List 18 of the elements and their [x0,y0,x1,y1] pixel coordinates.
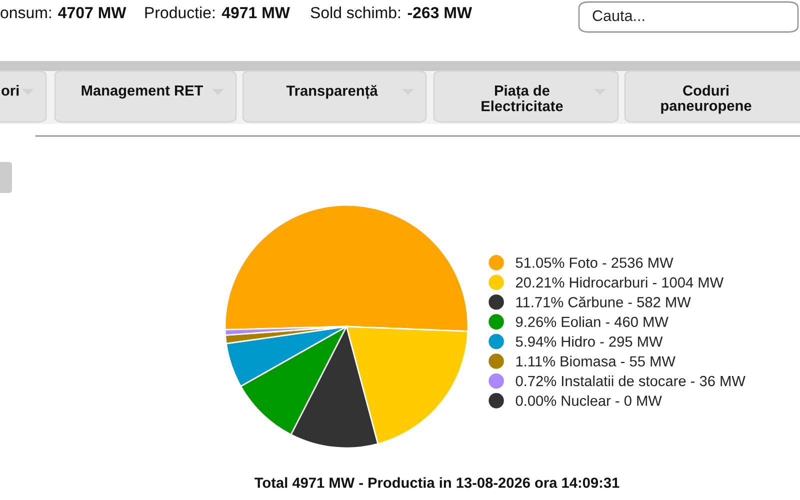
legend-label: 51.05% Foto - 2536 MW [516,258,674,268]
text: Productie: 4971 MW [145,6,290,18]
legend-label: 9.26% Eolian - 460 MW [516,316,668,328]
legend-label: 5.94% Hidro - 295 MW [516,336,663,347]
legend-label: 0.72% Instalatii de stocare - 36 MW [516,376,746,386]
legend-label: 0.00% Nuclear - 0 MW [516,395,662,406]
text: Sold schimb: -263 MW [310,6,472,18]
text: Cauta... [592,10,644,22]
text: Coduri paneuropene [661,85,752,114]
text: Transparență [286,85,378,100]
text: Piața de Electricitate [482,85,563,112]
legend-label: 20.21% Hidrocarburi - 1004 MW [516,276,724,288]
legend-label: 11.71% Cărbune - 582 MW [516,296,691,308]
text: Total 4971 MW - Productia in 13-08-2026 ora 14:09:31 [254,477,620,488]
legend-label: 1.11% Biomasa - 55 MW [516,356,676,366]
text: onsum: 4707 MW [0,6,126,18]
text: Management RET [82,85,204,99]
text: ori [2,85,19,96]
